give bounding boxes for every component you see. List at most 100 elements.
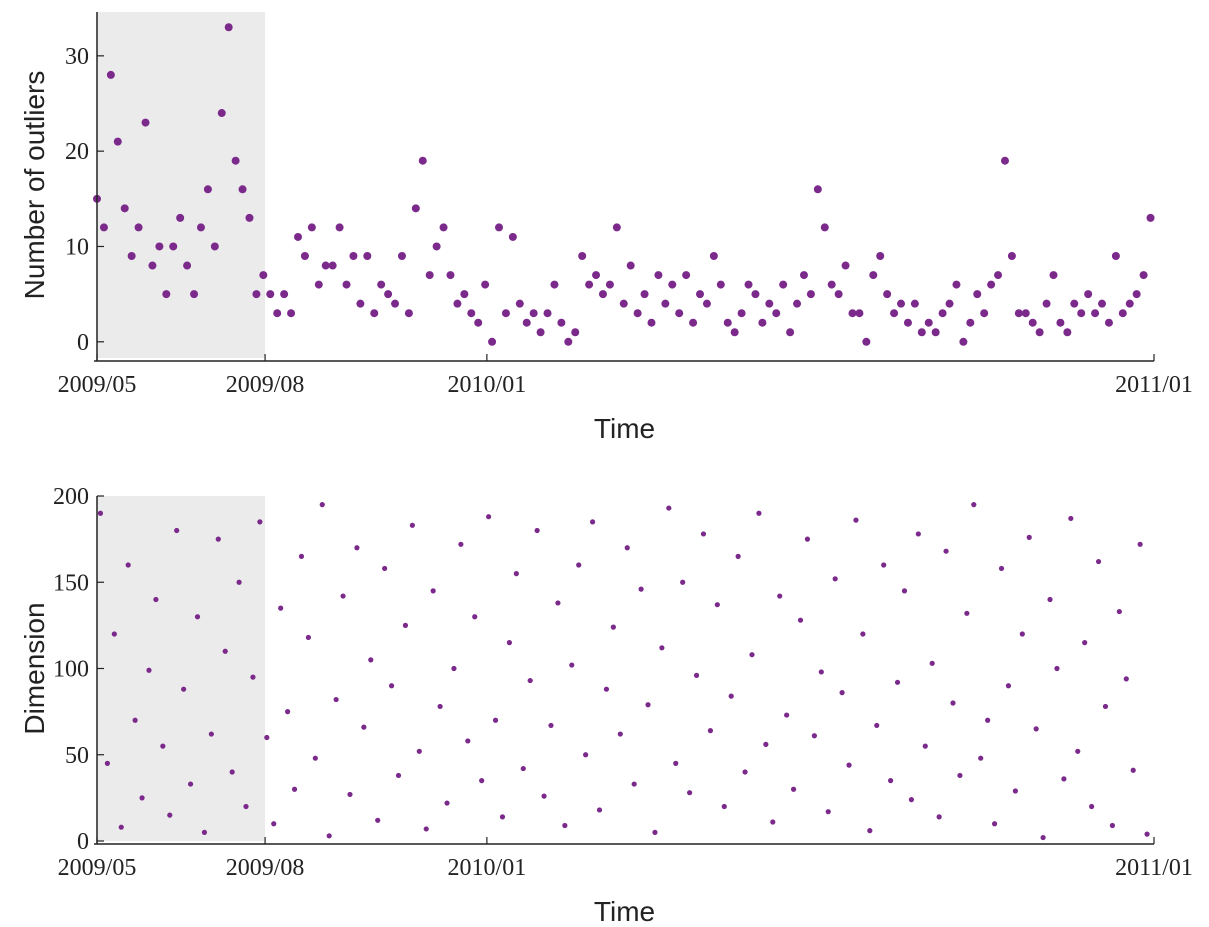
point [375, 817, 381, 823]
point [1068, 515, 1074, 522]
point [210, 242, 219, 251]
point [111, 631, 117, 637]
point [1146, 213, 1155, 222]
point [132, 717, 138, 723]
point [903, 318, 912, 327]
point [104, 760, 110, 766]
point [804, 536, 811, 542]
point [777, 593, 783, 599]
point [264, 734, 270, 741]
point [832, 576, 838, 582]
point [160, 743, 166, 749]
point [444, 800, 450, 806]
y-tick-label: 0 [77, 330, 89, 356]
point [883, 290, 892, 299]
point [922, 743, 928, 749]
point [314, 280, 323, 289]
point [592, 271, 601, 280]
point [659, 645, 665, 651]
point [541, 793, 547, 799]
point [645, 702, 651, 708]
point [1033, 726, 1039, 732]
point [1042, 299, 1051, 308]
point [1026, 534, 1032, 541]
point [1035, 328, 1044, 337]
point [125, 562, 131, 568]
point [465, 738, 471, 744]
point [432, 242, 441, 251]
point [853, 517, 859, 523]
point [700, 531, 707, 537]
y-tick-label: 30 [65, 44, 89, 70]
point [576, 562, 582, 568]
point [915, 531, 921, 537]
point [423, 826, 429, 832]
point [971, 502, 977, 508]
point [682, 271, 691, 280]
point [869, 271, 878, 280]
point [328, 261, 337, 270]
point [1063, 328, 1072, 337]
point [841, 261, 850, 270]
point [1091, 309, 1100, 318]
point [439, 223, 448, 232]
point [1144, 831, 1150, 837]
point [430, 588, 436, 594]
point [196, 223, 205, 232]
point [1125, 299, 1134, 308]
point [612, 223, 621, 232]
point [287, 309, 296, 318]
point [966, 318, 975, 327]
point [134, 223, 143, 232]
point [271, 821, 277, 827]
point [1075, 748, 1081, 754]
point [668, 280, 677, 289]
y-axis-label: Number of outliers [19, 71, 50, 300]
point [1084, 290, 1093, 299]
point [300, 252, 309, 261]
point [675, 309, 684, 318]
point [631, 781, 637, 787]
point [943, 548, 949, 554]
point [790, 786, 797, 792]
point [453, 299, 462, 308]
point [978, 755, 984, 761]
point [647, 318, 656, 327]
point [693, 672, 700, 679]
point [564, 337, 573, 346]
point [167, 812, 173, 818]
point [994, 271, 1003, 280]
point [1056, 318, 1065, 327]
y-tick-label: 0 [77, 829, 89, 855]
point [321, 261, 330, 270]
point [176, 213, 185, 222]
point [765, 299, 774, 308]
point [696, 290, 705, 299]
x-tick-label: 2009/05 [58, 372, 137, 398]
point [340, 593, 346, 599]
point [744, 280, 753, 289]
point [1116, 608, 1122, 615]
point [349, 252, 358, 261]
x-tick-label: 2009/08 [226, 372, 305, 398]
point [714, 602, 720, 608]
point [827, 280, 836, 289]
point [370, 309, 379, 318]
point [881, 562, 887, 568]
point [839, 690, 845, 696]
point [391, 299, 400, 308]
point [1098, 299, 1107, 308]
y-tick-label: 10 [65, 234, 89, 260]
point [786, 328, 795, 337]
point [799, 271, 808, 280]
point [395, 772, 402, 779]
point [1007, 252, 1016, 261]
point [571, 328, 580, 337]
point [411, 204, 420, 213]
point [222, 648, 228, 654]
point [183, 261, 192, 270]
point [536, 328, 545, 337]
point [687, 790, 693, 796]
x-tick-label: 2009/08 [226, 855, 305, 881]
point [820, 223, 829, 232]
